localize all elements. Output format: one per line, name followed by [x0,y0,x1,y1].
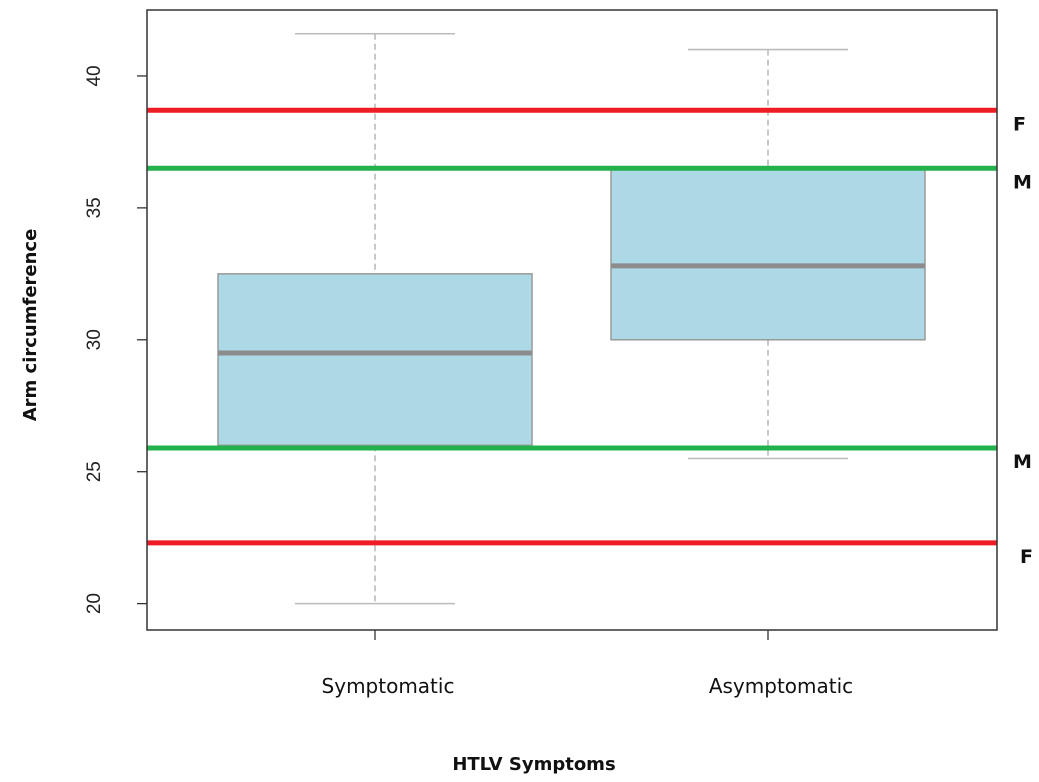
box-iqr [217,273,533,447]
y-tick-label: 20 [84,593,105,614]
x-axis: Symptomatic Asymptomatic [322,630,853,698]
y-tick-label: 40 [84,65,105,86]
reference-lines-layer: F M M F [147,107,1033,568]
plot-frame [146,9,998,631]
box-symptomatic [217,32,533,605]
reference-label-f: F [1020,546,1033,568]
box-iqr [610,167,926,341]
y-tick-label: 30 [84,329,105,350]
reference-label-m: M [1013,451,1032,473]
y-axis-title: Arm circumference [20,229,41,422]
x-tick-label-asymptomatic: Asymptomatic [709,674,853,698]
y-tick-label: 25 [84,461,105,482]
y-tick-label: 35 [84,197,105,218]
x-axis-title: HTLV Symptoms [452,754,615,775]
reference-label-f: F [1013,113,1026,135]
boxes-layer [217,32,926,605]
reference-label-m: M [1013,171,1032,193]
x-tick-label-symptomatic: Symptomatic [322,674,455,698]
y-axis: 20 25 30 35 40 [84,65,147,614]
box-asymptomatic [610,48,926,460]
